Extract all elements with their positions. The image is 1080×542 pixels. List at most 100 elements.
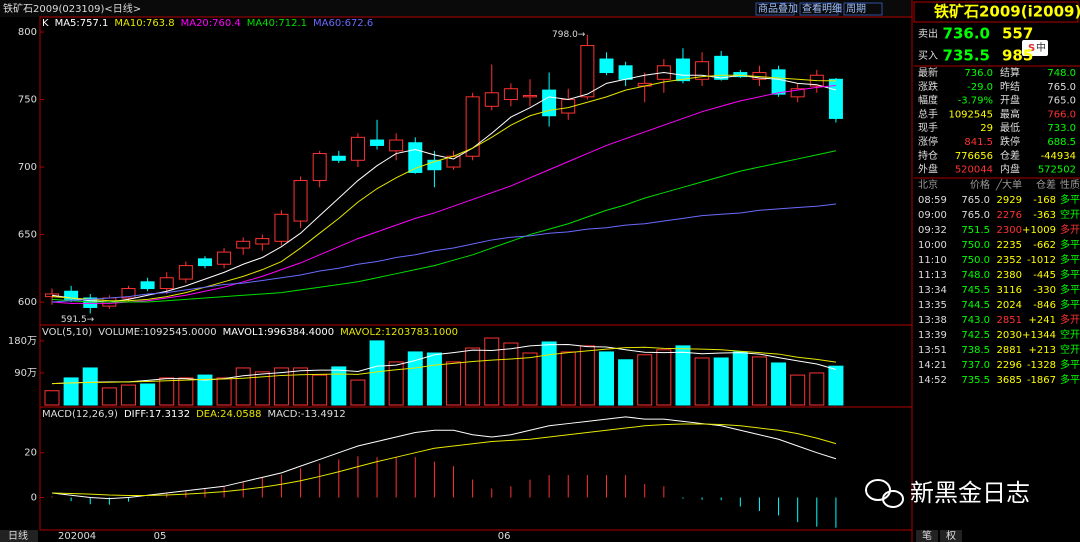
trade-cell: 09:00 xyxy=(918,210,947,221)
trade-cell: 13:35 xyxy=(918,300,947,311)
trade-cell: 765.0 xyxy=(961,210,990,221)
trade-cell: 多平 xyxy=(1060,298,1080,311)
legend-entry: MA40:712.1 xyxy=(247,18,307,29)
watermark: 新黑金日志 xyxy=(910,479,1030,507)
x-tick-label: 05 xyxy=(154,531,167,542)
candle-body xyxy=(714,55,729,80)
candle-body xyxy=(523,94,537,98)
volume-bar xyxy=(63,377,79,406)
trade-cell: 多平 xyxy=(1060,268,1080,281)
menu-item[interactable]: 商品叠加 xyxy=(758,2,798,15)
volume-bar xyxy=(560,351,576,406)
candle-body xyxy=(580,45,595,98)
candle-body xyxy=(45,293,59,298)
menu-item[interactable]: 查看明细 xyxy=(802,2,842,15)
y-tick-label: 180万 xyxy=(8,336,37,347)
volume-ma-line xyxy=(51,346,836,385)
volume-bar xyxy=(675,345,691,406)
trade-cell: -330 xyxy=(1033,285,1056,296)
trades-header: ╱大单 xyxy=(995,178,1022,191)
footer-tab-box[interactable] xyxy=(0,530,38,542)
stat-value: 736.0 xyxy=(964,68,993,79)
stat-value: 765.0 xyxy=(1047,96,1076,107)
volume-bar xyxy=(618,359,634,406)
stat-value: 1092545 xyxy=(948,109,993,120)
low-note: 591.5→ xyxy=(61,315,95,325)
volume-bar xyxy=(407,351,423,406)
volume-bar xyxy=(178,377,194,406)
trade-cell: +213 xyxy=(1029,345,1056,356)
trade-cell: 多平 xyxy=(1060,193,1080,206)
menu-item[interactable]: 周期 xyxy=(846,3,866,15)
volume-bar xyxy=(197,374,213,406)
volume-bar xyxy=(235,367,251,406)
legend-entry: VOL(5,10) xyxy=(42,327,92,338)
trade-cell: 751.5 xyxy=(961,225,990,236)
quote-label: 卖出 xyxy=(918,27,938,40)
stat-value: -44934 xyxy=(1041,151,1076,162)
trade-cell: 2352 xyxy=(997,255,1022,266)
volume-ma-line xyxy=(51,343,837,385)
trade-cell: 748.0 xyxy=(961,270,990,281)
volume-bar xyxy=(293,367,309,406)
stat-value: -3.79% xyxy=(958,96,993,107)
stat-value: -29.0 xyxy=(967,82,993,93)
volume-bar xyxy=(446,361,462,406)
trades-header: 性质 xyxy=(1060,178,1080,191)
legend-entry: MA5:757.1 xyxy=(55,18,109,29)
trade-cell: 09:32 xyxy=(918,225,947,236)
legend-entry: MAVOL1:996384.4000 xyxy=(223,327,334,338)
footer-tab-box[interactable] xyxy=(916,530,938,542)
stat-value: 733.0 xyxy=(1047,123,1076,134)
trade-cell: 737.0 xyxy=(961,360,990,371)
trade-cell: 2851 xyxy=(997,315,1022,326)
x-tick-label: 202004 xyxy=(58,531,96,542)
volume-bar xyxy=(159,377,175,406)
menu-box[interactable] xyxy=(799,2,839,16)
stat-value: 776656 xyxy=(955,151,993,162)
candle-body xyxy=(675,58,690,82)
volume-bar xyxy=(273,367,289,406)
trade-cell: +241 xyxy=(1029,315,1056,326)
trade-cell: 3685 xyxy=(997,375,1022,386)
footer-tab[interactable]: 权 xyxy=(946,529,956,542)
trade-cell: 多开 xyxy=(1060,223,1080,236)
trade-cell: 多平 xyxy=(1060,373,1080,386)
candle-body xyxy=(389,139,404,152)
menu-box[interactable] xyxy=(843,2,883,16)
trade-cell: 2296 xyxy=(997,360,1022,371)
top-bar xyxy=(0,0,912,17)
trade-cell: 多平 xyxy=(1060,238,1080,251)
volume-bar xyxy=(465,347,481,406)
trade-cell: -1012 xyxy=(1027,255,1056,266)
volume-bar xyxy=(598,351,614,406)
stat-label: 外盘 xyxy=(918,163,938,176)
trade-cell: 空开 xyxy=(1060,343,1080,356)
volume-bar xyxy=(216,377,232,406)
y-tick-label: 90万 xyxy=(14,368,37,379)
stat-label: 涨停 xyxy=(918,135,938,148)
menu-box[interactable] xyxy=(755,2,795,16)
candle-body xyxy=(771,69,786,95)
volume-bar xyxy=(579,345,595,406)
volume-bar xyxy=(312,374,328,406)
trade-cell: 738.5 xyxy=(961,345,990,356)
stat-label: 幅度 xyxy=(918,94,938,107)
ma-line xyxy=(51,72,837,303)
trade-cell: -445 xyxy=(1033,270,1056,281)
trade-cell: 11:13 xyxy=(918,270,947,281)
stat-label: 最高 xyxy=(1000,107,1020,120)
stat-label: 涨跌 xyxy=(918,80,938,93)
stat-label: 结算 xyxy=(1000,66,1020,79)
footer-tab[interactable]: 日线 xyxy=(8,529,28,542)
ma-line xyxy=(51,85,836,304)
x-tick-label: 06 xyxy=(498,531,511,542)
trade-cell: 多开 xyxy=(1060,313,1080,326)
volume-bar xyxy=(388,361,404,406)
volume-bar xyxy=(426,352,442,406)
footer-tab[interactable]: 笔 xyxy=(922,529,932,542)
trade-cell: 765.0 xyxy=(961,195,990,206)
footer-tab-box[interactable] xyxy=(940,530,962,542)
y-tick-label: 0 xyxy=(31,493,37,504)
trade-cell: 735.5 xyxy=(961,375,990,386)
